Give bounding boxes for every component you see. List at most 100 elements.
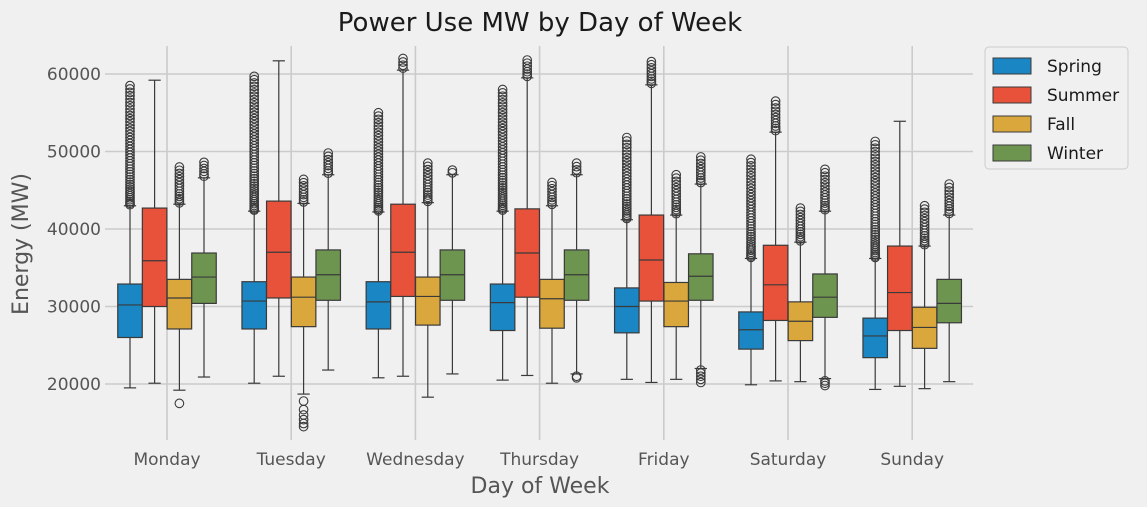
flier-point bbox=[671, 176, 682, 187]
flier-point bbox=[944, 179, 955, 189]
flier-point bbox=[497, 190, 508, 200]
flier-point bbox=[820, 376, 830, 386]
flier-point bbox=[373, 111, 384, 121]
box-summer-wednesday bbox=[390, 53, 416, 377]
iqr-box bbox=[613, 287, 640, 334]
flier-point bbox=[249, 97, 260, 108]
flier-point bbox=[870, 232, 881, 243]
flier-point bbox=[795, 229, 806, 240]
flier-point bbox=[249, 78, 260, 88]
box-fall-monday bbox=[166, 162, 193, 409]
flier-point bbox=[870, 156, 881, 167]
iqr-box bbox=[812, 273, 838, 318]
iqr-box bbox=[638, 214, 665, 302]
flier-point bbox=[323, 151, 334, 162]
iqr-box bbox=[290, 276, 317, 328]
box-spring-tuesday bbox=[241, 71, 268, 384]
flier-point bbox=[373, 127, 384, 138]
flier-point bbox=[944, 195, 955, 206]
flier-point bbox=[746, 241, 756, 251]
flier-point bbox=[298, 414, 309, 425]
flier-point bbox=[746, 161, 756, 171]
flier-point bbox=[646, 76, 657, 87]
flier-point bbox=[373, 137, 384, 147]
flier-point bbox=[249, 168, 260, 179]
flier-point bbox=[547, 186, 557, 197]
flier-point bbox=[249, 181, 260, 191]
flier-point bbox=[746, 231, 756, 242]
flier-point bbox=[174, 398, 185, 409]
flier-point bbox=[746, 164, 756, 175]
flier-point bbox=[422, 161, 433, 172]
flier-point bbox=[125, 174, 135, 185]
flier-point bbox=[870, 139, 881, 150]
flier-point bbox=[820, 187, 830, 197]
flier-point bbox=[919, 200, 930, 211]
flier-point bbox=[547, 177, 557, 188]
x-tick-label: Thursday bbox=[499, 450, 579, 470]
y-axis-label: Energy (MW) bbox=[9, 173, 34, 315]
flier-point bbox=[447, 167, 458, 178]
flier-point bbox=[746, 154, 756, 165]
flier-point bbox=[249, 91, 260, 102]
flier-point bbox=[249, 126, 260, 136]
flier-point bbox=[497, 91, 508, 102]
flier-point bbox=[249, 119, 260, 130]
flier-point bbox=[870, 146, 881, 157]
x-tick-label: Monday bbox=[133, 450, 200, 470]
flier-point bbox=[621, 155, 632, 166]
flier-point bbox=[870, 229, 881, 240]
flier-point bbox=[695, 371, 706, 382]
flier-point bbox=[870, 175, 881, 186]
flier-point bbox=[695, 374, 706, 385]
flier-point bbox=[646, 63, 657, 73]
flier-point bbox=[695, 164, 706, 175]
flier-point bbox=[199, 160, 209, 171]
flier-point bbox=[497, 117, 508, 128]
flier-point bbox=[125, 107, 135, 118]
flier-point bbox=[125, 177, 135, 187]
flier-point bbox=[125, 100, 135, 111]
flier-point bbox=[770, 96, 781, 106]
flier-point bbox=[125, 123, 135, 134]
box-spring-sunday bbox=[862, 136, 889, 391]
flier-point bbox=[820, 174, 830, 185]
box-spring-thursday bbox=[489, 84, 516, 381]
flier-point bbox=[795, 209, 806, 220]
flier-point bbox=[621, 146, 632, 156]
flier-point bbox=[373, 143, 384, 153]
flier-point bbox=[695, 175, 706, 186]
flier-point bbox=[919, 216, 930, 227]
flier-point bbox=[125, 110, 135, 121]
flier-point bbox=[174, 193, 185, 204]
flier-point bbox=[497, 187, 508, 198]
flier-point bbox=[770, 123, 781, 134]
iqr-box bbox=[390, 203, 416, 298]
box-fall-wednesday bbox=[414, 158, 441, 398]
flier-point bbox=[621, 165, 632, 176]
iqr-box bbox=[365, 281, 392, 330]
flier-point bbox=[199, 157, 209, 168]
flier-point bbox=[323, 157, 334, 168]
flier-point bbox=[770, 99, 781, 110]
box-winter-monday bbox=[191, 157, 217, 378]
flier-point bbox=[795, 215, 806, 226]
box-spring-saturday bbox=[738, 154, 764, 386]
flier-point bbox=[249, 176, 260, 187]
flier-point bbox=[621, 159, 632, 169]
flier-point bbox=[373, 124, 384, 135]
legend-label-spring: Spring bbox=[1047, 57, 1102, 77]
flier-point bbox=[522, 58, 533, 69]
flier-point bbox=[547, 180, 557, 191]
flier-point bbox=[820, 164, 830, 175]
legend-frame bbox=[984, 46, 1129, 170]
iqr-box bbox=[191, 252, 217, 304]
flier-point bbox=[746, 186, 756, 197]
flier-point bbox=[497, 84, 508, 95]
flier-point bbox=[249, 116, 260, 127]
y-tick-label: 30000 bbox=[47, 298, 101, 318]
flier-point bbox=[125, 172, 135, 182]
flier-point bbox=[746, 180, 756, 191]
y-tick-label: 20000 bbox=[47, 375, 101, 395]
flier-point bbox=[770, 115, 781, 126]
